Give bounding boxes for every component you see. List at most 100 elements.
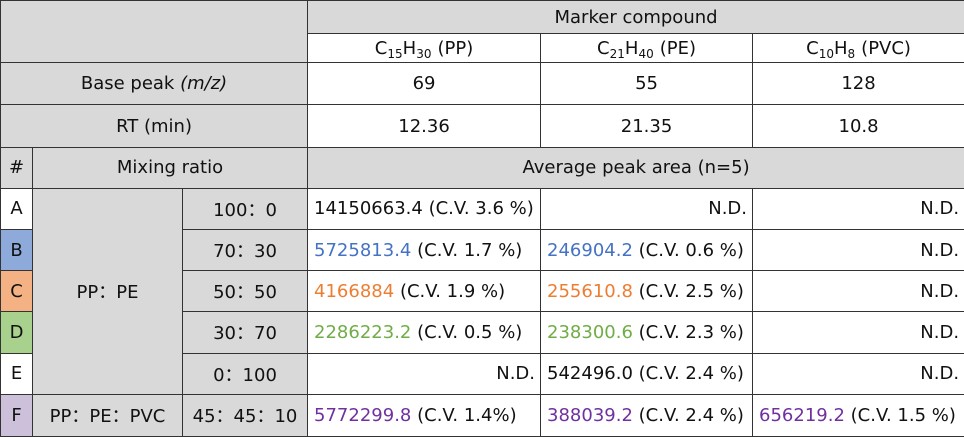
- header-row: Marker compound: [0, 0, 964, 64]
- group: PP：PE: [76, 282, 139, 304]
- ratio-cell: 0：100: [181, 352, 309, 395]
- base-peak-row: Base peak (m/z) 69 55 128: [0, 62, 964, 106]
- not-detected: N.D.: [920, 198, 960, 220]
- area-cell: 238300.6 (C.V. 2.3 %): [540, 311, 754, 354]
- not-detected: N.D.: [920, 280, 960, 302]
- area-cell: N.D.: [752, 270, 964, 313]
- row-id-cell: B: [0, 229, 33, 272]
- row-id-cell: C: [0, 270, 33, 313]
- group-cell: PP：PE: [32, 187, 183, 395]
- label: RT (min): [116, 115, 192, 137]
- data-row: D 30：70 2286223.2 (C.V. 0.5 %) 238300.6 (C.…: [0, 311, 964, 354]
- base-peak-cell: 128: [752, 62, 964, 106]
- peak-area: 4166884: [314, 280, 395, 302]
- not-detected: N.D.: [496, 363, 536, 385]
- ratio-cell: 70：30: [181, 229, 309, 272]
- ratio: 30：70: [213, 323, 277, 345]
- count: 15: [387, 46, 403, 61]
- value: 12.36: [398, 115, 450, 137]
- ratio: 100：0: [213, 199, 277, 221]
- column-header-row: # Mixing ratio Average peak area (n=5): [0, 146, 964, 189]
- peak-area: 255610.8: [547, 280, 633, 302]
- area-cell: 246904.2 (C.V. 0.6 %): [540, 229, 754, 272]
- count: 30: [416, 46, 432, 61]
- row-id-cell: F: [0, 393, 33, 437]
- element: H: [833, 37, 848, 59]
- ratio: 45：45：10: [192, 406, 298, 428]
- area-header: Average peak area (n=5): [307, 146, 964, 189]
- area-cell: 656219.2 (C.V. 1.5 %): [752, 393, 964, 437]
- base-peak-cell: 55: [540, 62, 754, 106]
- ratio-cell: 30：70: [181, 311, 309, 354]
- base-peak-label: Base peak (m/z): [0, 62, 309, 106]
- peak-area: 5772299.8: [314, 404, 412, 426]
- count: 10: [818, 46, 834, 61]
- area-cell: N.D.: [540, 187, 754, 231]
- cv: (C.V. 0.5 %): [417, 321, 523, 343]
- peak-area: 388039.2: [547, 404, 633, 426]
- element: C: [374, 37, 388, 59]
- not-detected: N.D.: [708, 198, 748, 220]
- cv: (C.V. 2.4 %): [638, 363, 744, 385]
- value: 69: [412, 73, 436, 95]
- cv: (C.V. 1.7 %): [417, 239, 523, 261]
- value: 128: [841, 73, 876, 95]
- count: 8: [847, 46, 856, 61]
- element: C: [597, 37, 610, 59]
- row-id: D: [9, 321, 24, 343]
- element: H: [402, 37, 417, 59]
- area-cell: 4166884 (C.V. 1.9 %): [307, 270, 542, 313]
- label: #: [8, 157, 25, 179]
- label: Base peak: [80, 73, 175, 95]
- row-id-cell: A: [0, 187, 33, 231]
- value: 21.35: [620, 115, 673, 137]
- compound-label: (PVC): [861, 37, 911, 59]
- area-cell: N.D.: [752, 187, 964, 231]
- peak-area: 5725813.4: [314, 239, 412, 261]
- count: 40: [638, 46, 654, 61]
- cv: (C.V. 3.6 %): [428, 198, 534, 220]
- ratio-cell: 45：45：10: [181, 393, 309, 437]
- area-cell: N.D.: [752, 352, 964, 395]
- data-row: A PP：PE 100：0 14150663.4 (C.V. 3.6 %) N.D. N.…: [0, 187, 964, 395]
- rt-row: RT (min) 12.36 21.35 10.8: [0, 104, 964, 148]
- data-row: F PP：PE：PVC 45：45：10 5772299.8 (C.V. 1.4%) 3…: [0, 393, 964, 437]
- rt-label: RT (min): [0, 104, 309, 148]
- cv: (C.V. 2.5 %): [638, 280, 744, 302]
- group-title: Marker compound: [554, 6, 718, 28]
- area-cell: 388039.2 (C.V. 2.4 %): [540, 393, 754, 437]
- area-cell: N.D.: [307, 352, 542, 395]
- cv: (C.V. 1.4%): [417, 404, 517, 426]
- peak-area: 14150663.4: [314, 198, 423, 220]
- group-cell: PP：PE：PVC: [32, 393, 183, 437]
- peak-area: 2286223.2: [314, 321, 412, 343]
- row-id: E: [10, 363, 23, 385]
- compound-label: (PP): [437, 37, 474, 59]
- value: 10.8: [838, 115, 879, 137]
- not-detected: N.D.: [920, 363, 960, 385]
- peak-area: 656219.2: [759, 404, 845, 426]
- group: PP：PE：PVC: [49, 406, 166, 428]
- cv: (C.V. 0.6 %): [638, 239, 744, 261]
- compound-header: C10H8 (PVC): [752, 33, 964, 64]
- not-detected: N.D.: [920, 239, 960, 261]
- ratio: 70：30: [213, 241, 277, 263]
- compound-header: C15H30 (PP): [307, 33, 542, 64]
- ratio: 50：50: [213, 282, 277, 304]
- corner-cell: [0, 0, 309, 64]
- compound-header: C21H40 (PE): [540, 33, 754, 64]
- area-cell: 542496.0 (C.V. 2.4 %): [540, 352, 754, 395]
- row-id: A: [10, 198, 23, 220]
- row-id-cell: E: [0, 352, 33, 395]
- rt-cell: 21.35: [540, 104, 754, 148]
- row-id-cell: D: [0, 311, 33, 354]
- row-id: F: [11, 404, 22, 426]
- area-cell: 5725813.4 (C.V. 1.7 %): [307, 229, 542, 272]
- cv: (C.V. 1.9 %): [399, 280, 506, 302]
- rt-cell: 12.36: [307, 104, 542, 148]
- data-row: E 0：100 N.D. 542496.0 (C.V. 2.4 %) N.D.: [0, 352, 964, 395]
- ratio-cell: 100：0: [181, 187, 309, 231]
- area-cell: 5772299.8 (C.V. 1.4%): [307, 393, 542, 437]
- area-cell: 14150663.4 (C.V. 3.6 %): [307, 187, 542, 231]
